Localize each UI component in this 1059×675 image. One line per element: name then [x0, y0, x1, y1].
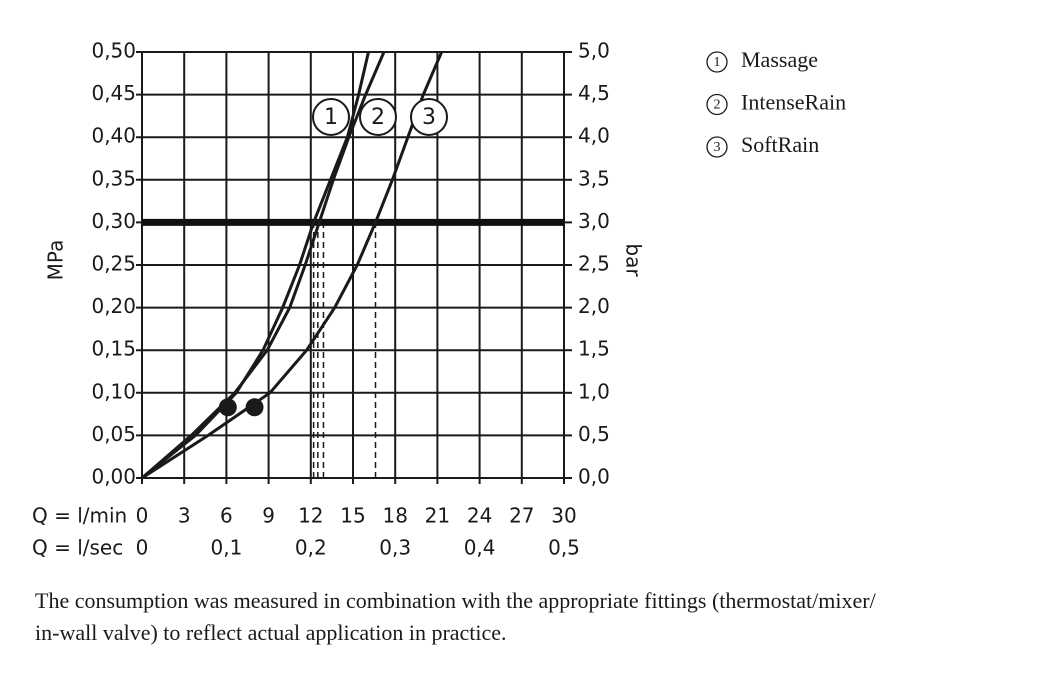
- y2-axis-label: bar: [622, 243, 646, 277]
- x-tick-label: 9: [262, 504, 275, 528]
- legend-symbol: [706, 136, 728, 158]
- curve-label: 2: [371, 105, 385, 130]
- y2-tick-label: 0,0: [578, 465, 610, 489]
- y-tick-label: 0,45: [91, 81, 136, 105]
- curve-label: 3: [422, 105, 436, 130]
- x2-tick-label: 0: [136, 536, 149, 560]
- y-tick-label: 0,50: [91, 39, 136, 63]
- y-tick-label: 0,35: [91, 166, 136, 190]
- legend-label: SoftRain: [741, 132, 819, 157]
- y2-tick-label: 1,5: [578, 337, 610, 361]
- y2-tick-label: 5,0: [578, 39, 610, 63]
- legend-label: IntenseRain: [741, 90, 846, 115]
- y2-tick-label: 2,5: [578, 252, 610, 276]
- y2-tick-label: 3,0: [578, 209, 610, 233]
- x2-tick-label: 0,3: [379, 536, 411, 560]
- y2-tick-label: 4,5: [578, 81, 610, 105]
- x-axis-label: Q = l/min: [32, 504, 127, 528]
- y2-tick-label: 4,0: [578, 124, 610, 148]
- legend-symbol-label: 2: [714, 98, 721, 113]
- footnote: The consumption was measured in combinat…: [35, 588, 877, 613]
- x-tick-label: 6: [220, 504, 233, 528]
- x2-tick-label: 0,2: [295, 536, 327, 560]
- x-tick-label: 0: [136, 504, 149, 528]
- x-tick-label: 3: [178, 504, 191, 528]
- x2-tick-label: 0,1: [210, 536, 242, 560]
- y-tick-label: 0,40: [91, 124, 136, 148]
- y-tick-label: 0,10: [91, 379, 136, 403]
- marker-dot: [245, 398, 264, 417]
- y-tick-label: 0,20: [91, 294, 136, 318]
- y2-tick-label: 1,0: [578, 379, 610, 403]
- x-tick-label: 27: [509, 504, 534, 528]
- legend-symbol: [706, 51, 728, 73]
- x-tick-label: 30: [551, 504, 576, 528]
- legend-symbol-label: 3: [714, 140, 721, 155]
- y2-tick-label: 2,0: [578, 294, 610, 318]
- legend-symbol-label: 1: [714, 55, 721, 70]
- curve-label-circle: [359, 98, 397, 136]
- y-tick-label: 0,05: [91, 422, 136, 446]
- y-tick-label: 0,15: [91, 337, 136, 361]
- footnote: in-wall valve) to reflect actual applica…: [35, 620, 507, 645]
- curve-label-circle: [312, 98, 350, 136]
- x-tick-label: 15: [340, 504, 365, 528]
- x-tick-label: 21: [425, 504, 450, 528]
- curve-label: 1: [324, 105, 338, 130]
- y-tick-label: 0,30: [91, 209, 136, 233]
- curve-label-circle: [410, 98, 448, 136]
- x-tick-label: 12: [298, 504, 323, 528]
- y2-tick-label: 0,5: [578, 422, 610, 446]
- y2-tick-label: 3,5: [578, 166, 610, 190]
- y-axis-label: MPa: [44, 240, 68, 281]
- x-tick-label: 18: [382, 504, 407, 528]
- x-tick-label: 24: [467, 504, 492, 528]
- x2-tick-label: 0,4: [464, 536, 496, 560]
- y-tick-label: 0,25: [91, 252, 136, 276]
- x2-tick-label: 0,5: [548, 536, 580, 560]
- legend-label: Massage: [741, 47, 818, 72]
- legend-symbol: [706, 93, 728, 116]
- x2-axis-label: Q = l/sec: [32, 536, 123, 560]
- y-tick-label: 0,00: [91, 465, 136, 489]
- marker-dot: [218, 398, 237, 417]
